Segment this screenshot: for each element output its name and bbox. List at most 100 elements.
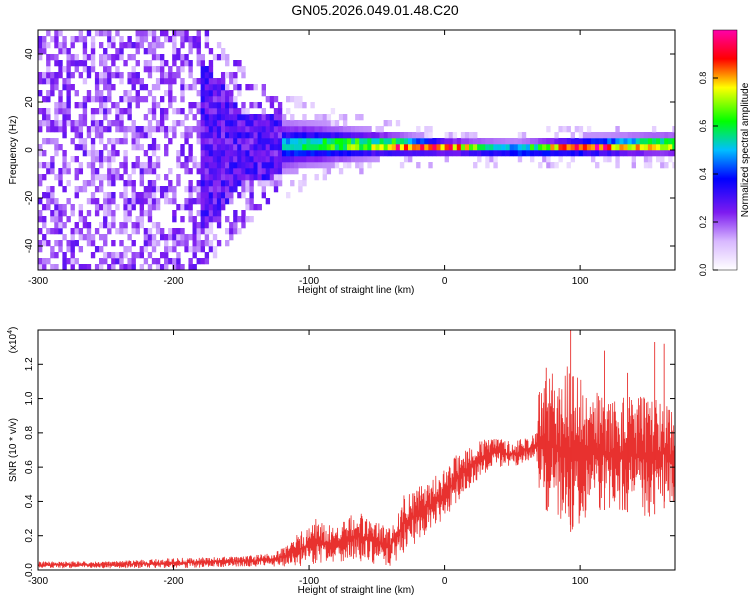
heatmap-cell (302, 126, 307, 133)
heatmap-cell (90, 168, 96, 175)
heatmap-cell (257, 174, 262, 181)
heatmap-cell (50, 264, 55, 270)
heatmap-cell (534, 138, 539, 145)
heatmap-cell (233, 168, 238, 175)
heatmap-cell (147, 30, 153, 37)
heatmap-cell (225, 90, 230, 97)
heatmap-cell (310, 162, 315, 169)
heatmap-cell (119, 222, 124, 229)
heatmap-cell (273, 144, 279, 151)
heatmap-cell (78, 162, 84, 169)
heatmap-cell (277, 162, 283, 169)
snr-y-tick-label: 0.0 (24, 563, 35, 577)
heatmap-cell (204, 96, 210, 103)
heatmap-cell (225, 132, 230, 139)
heatmap-cell (322, 162, 327, 169)
heatmap-cell (70, 72, 75, 79)
snr-y-ticks: 0.00.20.40.60.81.01.2 (24, 357, 675, 577)
heatmap-cell (233, 84, 238, 91)
heatmap-cell (111, 210, 116, 217)
heatmap-cell (302, 174, 307, 181)
heatmap-cell (50, 210, 55, 217)
heatmap-cell (375, 144, 380, 151)
heatmap-cell (660, 150, 665, 157)
heatmap-cell (326, 138, 332, 145)
heatmap-cell (281, 132, 287, 139)
heatmap-cell (46, 162, 51, 169)
heatmap-cell (111, 60, 116, 67)
heatmap-cell (147, 186, 153, 193)
heatmap-cell (119, 264, 124, 270)
heatmap-cell (66, 72, 71, 79)
heatmap-cell (424, 150, 429, 157)
snr-y-tick-label: 0.2 (24, 528, 35, 542)
heatmap-cell (204, 78, 210, 85)
heatmap-cell (78, 72, 84, 79)
heatmap-cell (184, 246, 189, 253)
heatmap-cell (135, 96, 140, 103)
heatmap-cell (485, 156, 490, 163)
heatmap-cell (94, 90, 100, 97)
heatmap-cell (233, 60, 238, 67)
heatmap-cell (168, 228, 173, 235)
heatmap-cell (62, 264, 67, 270)
heatmap-cell (241, 138, 246, 145)
heatmap-cell (627, 138, 632, 145)
snr-y-tick-label: 0.8 (24, 425, 35, 439)
heatmap-cell (176, 240, 181, 247)
heatmap-y-label: Frequency (Hz) (8, 116, 19, 185)
heatmap-cell (212, 102, 218, 109)
heatmap-cell (334, 126, 340, 133)
heatmap-cell (62, 126, 67, 133)
colorbar-label: Normalized spectral amplitude (740, 82, 750, 217)
heatmap-cell (139, 78, 145, 85)
heatmap-cell (208, 132, 214, 139)
heatmap-cell (155, 120, 161, 127)
heatmap-cell (54, 150, 59, 157)
heatmap-cell (66, 66, 71, 73)
heatmap-cell (176, 234, 181, 241)
heatmap-cell (298, 156, 303, 163)
heatmap-cell (273, 108, 279, 115)
heatmap-cell (50, 54, 55, 61)
heatmap-cell (220, 132, 226, 139)
heatmap-cell (90, 150, 96, 157)
heatmap-cell (78, 102, 84, 109)
heatmap-cell (269, 102, 275, 109)
heatmap-cell (428, 144, 433, 151)
heatmap-cell (245, 156, 250, 163)
heatmap-cell (98, 96, 104, 103)
heatmap-cell (107, 156, 112, 163)
heatmap-cell (143, 234, 149, 241)
heatmap-cell (188, 84, 193, 91)
heatmap-cell (147, 204, 153, 211)
heatmap-cell (127, 216, 132, 223)
heatmap-cell (249, 156, 254, 163)
heatmap-cell (294, 156, 299, 163)
heatmap-cell (241, 144, 246, 151)
heatmap-cell (192, 246, 197, 253)
heatmap-cell (302, 144, 307, 151)
heatmap-cell (342, 114, 348, 121)
heatmap-cell (225, 60, 230, 67)
heatmap-cell (245, 126, 250, 133)
heatmap-cell (375, 138, 380, 145)
heatmap-cell (286, 144, 291, 151)
heatmap-cell (46, 30, 51, 37)
heatmap-cell (82, 120, 88, 127)
heatmap-cell (90, 120, 96, 127)
heatmap-cell (164, 186, 169, 193)
snr-panel: -300 -200 -100 0 100 0.00.20.40.60.81.01.2 H… (7, 327, 676, 596)
heatmap-cell (347, 156, 352, 163)
heatmap-cell (371, 132, 376, 139)
heatmap-cell (66, 54, 71, 61)
heatmap-cell (38, 198, 43, 205)
heatmap-cell (119, 42, 124, 49)
heatmap-cell (302, 138, 307, 145)
heatmap-cell (273, 120, 279, 127)
heatmap-cell (139, 222, 145, 229)
heatmap-cell (188, 210, 193, 217)
heatmap-cell (664, 150, 669, 157)
heatmap-cell (302, 114, 307, 121)
heatmap-cell (107, 72, 112, 79)
